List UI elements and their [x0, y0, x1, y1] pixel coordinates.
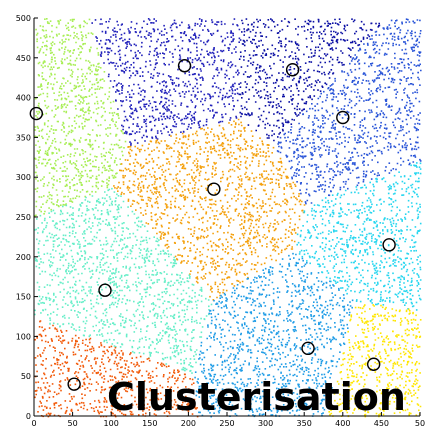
cluster-center-6: [382, 238, 396, 252]
y-tick-label: 100: [16, 332, 31, 341]
cluster-center-3: [285, 63, 300, 77]
cluster-7-points: [34, 187, 213, 374]
cluster-center-8: [301, 341, 315, 356]
cluster-center-4: [336, 110, 350, 125]
y-tick-label: 350: [16, 133, 31, 142]
x-tick-label: 300: [258, 419, 273, 428]
cluster-1-points: [34, 18, 127, 217]
cluster-3-points: [238, 18, 381, 142]
cluster-centers: [29, 59, 396, 391]
y-tick-label: 500: [16, 14, 31, 23]
cluster-10-points: [34, 320, 199, 418]
y-tick-label: 400: [16, 94, 31, 103]
cluster-center-1: [29, 106, 44, 121]
cluster-center-7: [98, 283, 112, 297]
x-tick-label: 50: [68, 419, 78, 428]
x-tick-label: 250: [219, 419, 234, 428]
x-tick-label: 50: [415, 419, 425, 428]
x-tick-label: 200: [181, 419, 196, 428]
y-tick-label: 300: [16, 173, 31, 182]
y-tick-label: 0: [26, 412, 31, 421]
cluster-5-points: [113, 118, 306, 301]
cluster-2-points: [91, 18, 241, 146]
tick-labels: 0 50 100 150 200 250 300 350 400 450 5005010015020…: [16, 14, 425, 428]
y-tick-label: 150: [16, 293, 31, 302]
x-tick-label: 150: [142, 419, 157, 428]
cluster-8-points: [194, 252, 354, 418]
data-points: [34, 18, 422, 418]
x-tick-label: 100: [104, 419, 119, 428]
x-tick-label: 400: [335, 419, 350, 428]
cluster-6-points: [296, 162, 422, 311]
x-tick-label: 450: [374, 419, 389, 428]
cluster-center-5: [207, 182, 221, 196]
cluster-center-10: [67, 377, 81, 391]
x-tick-label: 0: [31, 419, 36, 428]
cluster-center-9: [366, 357, 381, 371]
cluster-4-points: [276, 18, 422, 205]
y-tick-label: 200: [16, 253, 31, 262]
y-tick-label: 50: [21, 372, 31, 381]
y-tick-label: 250: [16, 213, 31, 222]
chart-annotation: Clusterisation: [107, 375, 406, 419]
cluster-9-points: [328, 304, 422, 418]
x-tick-label: 350: [297, 419, 312, 428]
cluster-center-2: [177, 59, 192, 73]
y-tick-label: 450: [16, 54, 31, 63]
